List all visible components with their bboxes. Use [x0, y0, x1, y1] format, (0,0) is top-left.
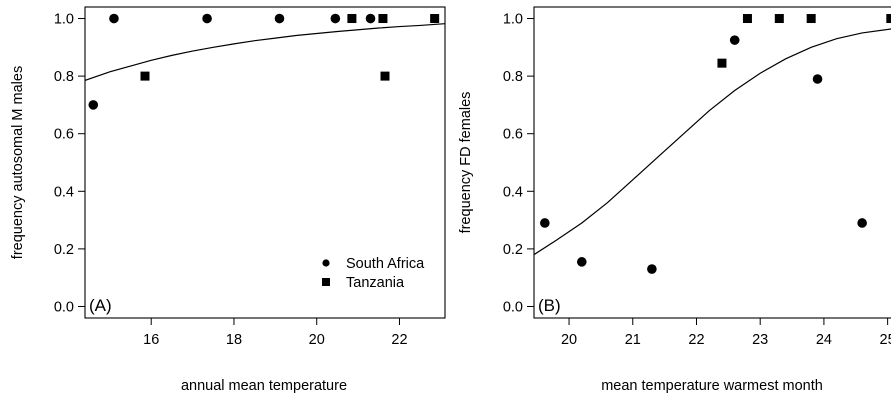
y-tick-label: 0.6 [503, 127, 523, 143]
data-point-circle [540, 218, 550, 228]
data-point-circle [109, 13, 119, 24]
data-point-circle [857, 218, 867, 228]
legend: South Africa Tanzania [322, 256, 425, 291]
legend-label: Tanzania [346, 275, 405, 291]
panel-b: 0.0 0.2 0.4 0.6 0.8 1.0 20 21 22 23 24 25 mean tempe… [458, 6, 891, 394]
legend-label: South Africa [346, 256, 425, 272]
fitted-curve [534, 28, 891, 256]
y-tick-label: 0.8 [503, 69, 523, 85]
data-point-square [380, 71, 390, 81]
x-axis-label: annual mean temperature [181, 378, 347, 394]
data-point-circle [812, 74, 823, 84]
fitted-curve [85, 23, 445, 81]
y-tick-label: 0.4 [54, 184, 74, 200]
y-tick-label: 0.0 [503, 299, 523, 315]
x-tick-label: 23 [752, 332, 768, 348]
data-point-square [806, 14, 816, 24]
panel-label: (A) [89, 296, 112, 315]
plot-area [85, 23, 445, 81]
x-tick-label: 22 [688, 332, 704, 348]
data-point-square [378, 14, 388, 24]
y-axis-label: frequency FD females [458, 92, 474, 234]
x-tick-label: 24 [816, 332, 832, 348]
y-tick-label: 0.4 [503, 184, 523, 200]
legend-marker-square [322, 278, 330, 286]
y-tick-label: 1.0 [503, 12, 523, 28]
data-point-circle [647, 264, 657, 274]
x-tick-label: 18 [226, 332, 242, 348]
data-point-circle [330, 13, 341, 24]
y-tick-label: 0.6 [54, 127, 74, 143]
x-tick-label: 22 [391, 332, 407, 348]
data-point-circle [202, 13, 212, 24]
x-tick-label: 16 [143, 332, 159, 348]
y-tick-label: 0.8 [54, 69, 74, 85]
plot-area [534, 28, 891, 256]
plot-frame [533, 6, 891, 319]
data-point-circle [576, 257, 587, 267]
x-tick-label: 21 [625, 332, 641, 348]
x-tick-label: 25 [880, 332, 891, 348]
panel-label: (B) [538, 296, 561, 315]
data-point-square [430, 14, 440, 24]
y-tick-label: 0.2 [54, 242, 74, 258]
x-tick-label: 20 [309, 332, 325, 348]
data-point-circle [88, 100, 99, 110]
legend-marker-circle [322, 259, 330, 267]
data-point-circle [729, 35, 740, 45]
data-point-circle [274, 13, 285, 24]
data-point-square [886, 14, 891, 24]
panel-a: 0.0 0.2 0.4 0.6 0.8 1.0 16 18 20 22 annual mean te… [10, 6, 446, 394]
y-tick-label: 0.0 [54, 299, 74, 315]
y-axis-label: frequency autosomal M males [10, 66, 26, 259]
data-point-circle [365, 13, 376, 24]
data-point-square [742, 14, 752, 24]
y-tick-label: 1.0 [54, 12, 74, 28]
y-tick-label: 0.2 [503, 242, 523, 258]
data-point-square [347, 14, 357, 24]
x-axis-label: mean temperature warmest month [601, 378, 823, 394]
data-point-square [717, 58, 727, 68]
data-point-square [774, 14, 784, 24]
data-point-square [140, 71, 150, 81]
x-tick-label: 20 [561, 332, 577, 348]
plot-frame [84, 6, 446, 319]
